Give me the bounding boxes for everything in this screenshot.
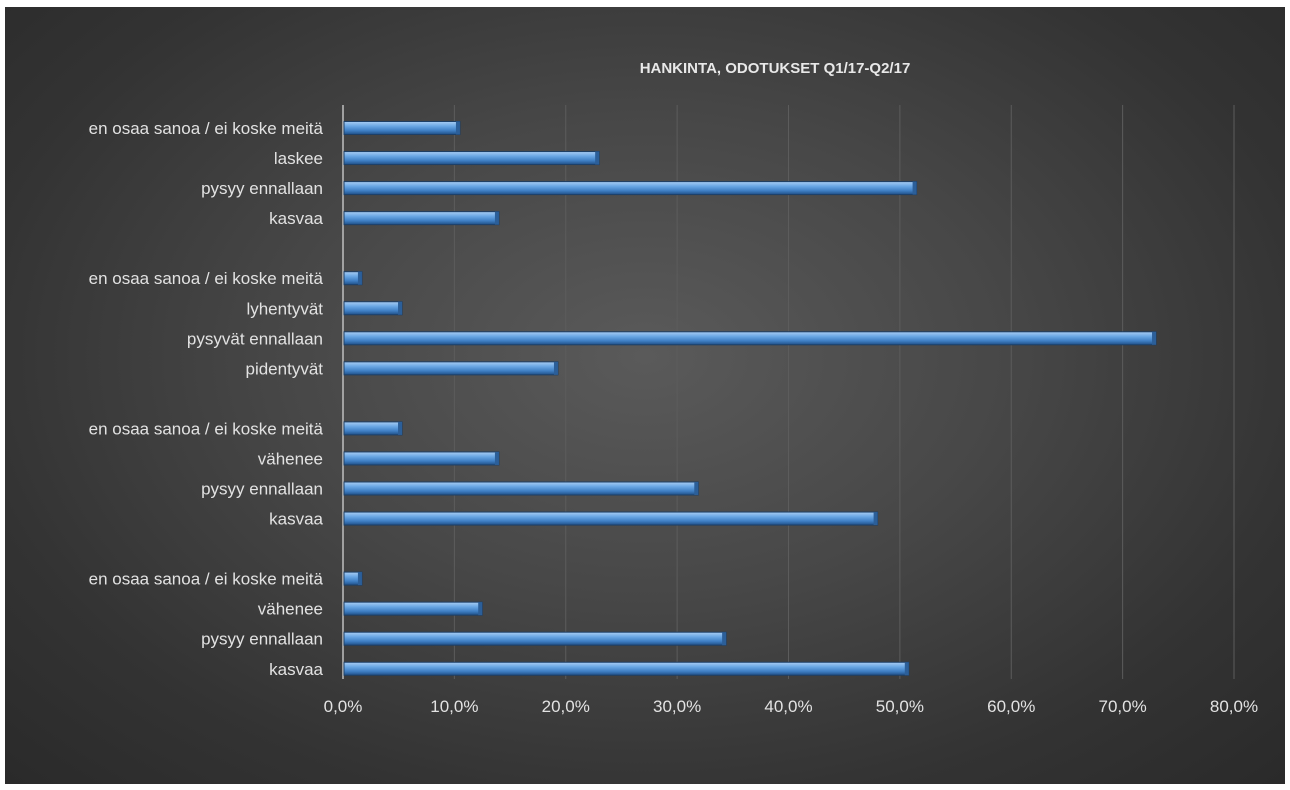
bar xyxy=(343,361,559,376)
category-label: pidentyvät xyxy=(246,359,324,378)
x-tick-label: 70,0% xyxy=(1099,697,1147,716)
x-tick-label: 50,0% xyxy=(876,697,924,716)
chart-title: HANKINTA, ODOTUKSET Q1/17-Q2/17 xyxy=(640,60,911,77)
bar xyxy=(343,481,699,496)
bar xyxy=(343,451,500,466)
category-label: kasvaa xyxy=(269,209,323,228)
category-label: pysyy ennallaan xyxy=(201,630,323,649)
x-tick-label: 40,0% xyxy=(764,697,812,716)
bar xyxy=(343,571,363,586)
gridlines xyxy=(342,105,1235,679)
bar xyxy=(343,181,918,196)
x-tick-label: 60,0% xyxy=(987,697,1035,716)
category-label: en osaa sanoa / ei koske meitä xyxy=(89,269,324,288)
category-labels: en osaa sanoa / ei koske meitä laskee pysy… xyxy=(89,119,324,679)
bar-chart: HANKINTA, ODOTUKSET Q1/17-Q2/17 en osaa … xyxy=(89,60,1258,716)
category-label: en osaa sanoa / ei koske meitä xyxy=(89,119,324,138)
bar xyxy=(343,211,500,226)
category-label: lyhentyvät xyxy=(246,299,323,318)
category-label: en osaa sanoa / ei koske meitä xyxy=(89,419,324,438)
bar xyxy=(343,331,1157,346)
bar xyxy=(343,151,600,166)
x-tick-label: 80,0% xyxy=(1210,697,1258,716)
category-label: pysyy ennallaan xyxy=(201,179,323,198)
bars xyxy=(343,121,1157,676)
category-label: pysyvät ennallaan xyxy=(187,329,323,348)
chart-area: HANKINTA, ODOTUKSET Q1/17-Q2/17 en osaa … xyxy=(5,7,1285,784)
bar xyxy=(343,661,910,676)
category-label: vähenee xyxy=(258,449,323,468)
x-tick-label: 20,0% xyxy=(542,697,590,716)
category-label: kasvaa xyxy=(269,660,323,679)
bar xyxy=(343,601,483,616)
x-tick-label: 30,0% xyxy=(653,697,701,716)
bar xyxy=(343,631,727,646)
bar xyxy=(343,301,403,316)
bar xyxy=(343,271,363,286)
category-label: pysyy ennallaan xyxy=(201,480,323,499)
category-label: vähenee xyxy=(258,600,323,619)
category-label: kasvaa xyxy=(269,510,323,529)
bar xyxy=(343,511,879,526)
x-tick-label: 10,0% xyxy=(430,697,478,716)
x-tick-labels: 0,0% 10,0% 20,0% 30,0% 40,0% 50,0% 60,0% 70,0% 8… xyxy=(324,697,1258,716)
bar xyxy=(343,121,461,135)
x-tick-label: 0,0% xyxy=(324,697,363,716)
category-label: en osaa sanoa / ei koske meitä xyxy=(89,570,324,589)
bar xyxy=(343,421,403,436)
category-label: laskee xyxy=(274,149,323,168)
